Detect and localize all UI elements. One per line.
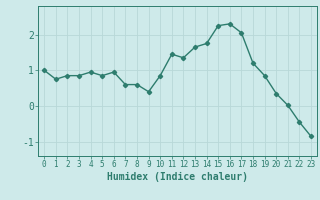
X-axis label: Humidex (Indice chaleur): Humidex (Indice chaleur) <box>107 172 248 182</box>
